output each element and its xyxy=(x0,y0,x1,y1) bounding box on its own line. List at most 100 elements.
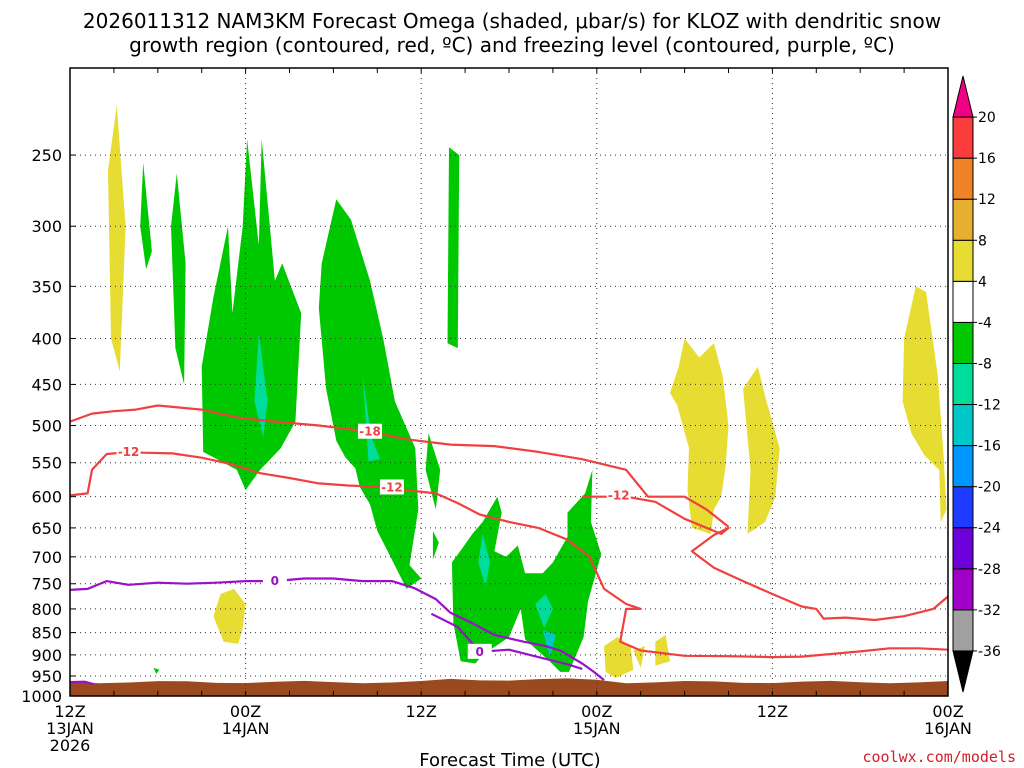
y-tick-label-300: 300 xyxy=(31,217,62,236)
colorbar-label-0: -36 xyxy=(978,644,1001,660)
contour-label-bg xyxy=(379,479,404,495)
y-tick-label-650: 650 xyxy=(31,519,62,538)
x-tick-label-60-2: 16JAN xyxy=(924,719,972,738)
y-tick-label-400: 400 xyxy=(31,329,62,348)
x-tick-label-36-2: 15JAN xyxy=(573,719,621,738)
omega-region-3 xyxy=(171,173,186,385)
omega-region-19 xyxy=(670,338,729,534)
colorbar-swatch-4 xyxy=(952,486,974,529)
omega-region-12 xyxy=(478,533,490,587)
colorbar-swatch-13 xyxy=(952,116,974,159)
x-tick-label-60-1: 00Z xyxy=(932,702,963,721)
y-tick-label-500: 500 xyxy=(31,417,62,436)
colorbar-swatch-6 xyxy=(952,404,974,447)
contour-line-1 xyxy=(69,404,730,528)
omega-region-18 xyxy=(655,634,670,666)
contour-line-7 xyxy=(69,680,94,686)
contour-line-2 xyxy=(69,450,949,659)
y-tick-label-550: 550 xyxy=(31,454,62,473)
colorbar-label-10: 8 xyxy=(978,233,987,249)
contour-label-bg xyxy=(467,643,492,659)
y-tick-label-950: 950 xyxy=(31,667,62,686)
omega-region-13 xyxy=(535,594,553,628)
omega-region-22 xyxy=(153,667,160,674)
plot-area: -18 -12 -12 -12 0 0 250 300 350 400 450 500 550 600 65… xyxy=(21,67,972,755)
y-tick-label-450: 450 xyxy=(31,375,62,394)
colorbar-label-13: 20 xyxy=(978,110,996,126)
colorbar-label-7: -8 xyxy=(978,356,992,372)
colorbar-swatch-5 xyxy=(952,445,974,488)
x-axis-label: Forecast Time (UTC) xyxy=(419,750,600,768)
credit-link[interactable]: coolwx.com/models xyxy=(862,748,1016,766)
colorbar-swatch-8 xyxy=(952,321,974,364)
colorbar-swatch-1 xyxy=(952,609,974,652)
colorbar-label-6: -12 xyxy=(978,398,1001,414)
omega-region-10 xyxy=(447,147,460,349)
contour-label-bg xyxy=(262,573,287,589)
x-tick-label-12-1: 00Z xyxy=(230,702,261,721)
colorbar-label-9: 4 xyxy=(978,274,987,290)
contour-label-bg xyxy=(116,443,141,459)
x-tick-label-0-1: 12Z xyxy=(54,702,85,721)
colorbar-swatch-2 xyxy=(952,568,974,611)
x-tick-label-12-2: 14JAN xyxy=(222,719,270,738)
colorbar-label-5: -16 xyxy=(978,439,1001,455)
contour-line-5 xyxy=(69,577,605,681)
omega-region-11 xyxy=(451,469,602,672)
chart-title-line2: growth region (contoured, red, ºC) and f… xyxy=(129,33,895,57)
contour-label-2: -12 xyxy=(381,480,403,494)
x-tick-label-0-3: 2026 xyxy=(50,736,91,755)
contour-label-4: -12 xyxy=(608,488,630,502)
colorbar-swatch-11 xyxy=(952,198,974,241)
contour-line-6 xyxy=(430,612,583,670)
colorbar-label-12: 16 xyxy=(978,151,996,167)
y-tick-label-1000: 1000 xyxy=(21,687,62,706)
y-tick-label-900: 900 xyxy=(31,646,62,665)
contour-label-bg xyxy=(357,423,382,439)
colorbar-label-2: -28 xyxy=(978,562,1001,578)
omega-region-20 xyxy=(743,366,780,534)
y-tick-label-350: 350 xyxy=(31,277,62,296)
contour-label-bg xyxy=(606,487,631,503)
omega-region-5 xyxy=(254,333,268,438)
omega-region-9 xyxy=(425,433,441,510)
colorbar-swatch-3 xyxy=(952,527,974,570)
colorbar: -36 -32 -28 -24 -20 -16 -12 -8 -4 4 8 12 16 20 xyxy=(952,75,1001,693)
omega-region-15 xyxy=(213,588,246,644)
contour-label-1: -18 xyxy=(359,425,381,439)
x-tick-label-48-1: 12Z xyxy=(757,702,788,721)
contour-label-3: -12 xyxy=(118,445,140,459)
contour-line-4 xyxy=(582,495,949,622)
omega-region-8 xyxy=(432,530,439,560)
colorbar-swatch-top xyxy=(952,75,974,118)
colorbar-label-11: 12 xyxy=(978,192,996,208)
colorbar-swatch-bottom xyxy=(952,650,974,693)
omega-region-7 xyxy=(362,375,381,462)
colorbar-swatch-9 xyxy=(952,280,974,323)
omega-region-4 xyxy=(201,139,302,491)
colorbar-label-3: -24 xyxy=(978,521,1001,537)
x-tick-label-0-2: 13JAN xyxy=(46,719,94,738)
omega-region-2 xyxy=(140,162,152,270)
omega-region-16 xyxy=(604,637,634,678)
omega-region-1 xyxy=(108,105,126,372)
y-tick-label-800: 800 xyxy=(31,600,62,619)
y-tick-label-750: 750 xyxy=(31,575,62,594)
y-tick-label-700: 700 xyxy=(31,548,62,567)
y-tick-label-850: 850 xyxy=(31,624,62,643)
colorbar-swatch-10 xyxy=(952,239,974,282)
contour-label-6: 0 xyxy=(476,645,484,659)
colorbar-swatch-12 xyxy=(952,157,974,200)
y-tick-label-250: 250 xyxy=(31,146,62,165)
chart-title-line1: 2026011312 NAM3KM Forecast Omega (shaded… xyxy=(83,9,941,33)
x-tick-label-24-1: 12Z xyxy=(406,702,437,721)
colorbar-label-1: -32 xyxy=(978,603,1001,619)
x-tick-label-36-1: 00Z xyxy=(581,702,612,721)
plot-frame xyxy=(69,67,949,697)
y-tick-label-600: 600 xyxy=(31,488,62,507)
colorbar-label-4: -20 xyxy=(978,480,1001,496)
colorbar-swatch-7 xyxy=(952,362,974,406)
contour-label-5: 0 xyxy=(271,574,279,588)
omega-region-14 xyxy=(542,630,556,658)
